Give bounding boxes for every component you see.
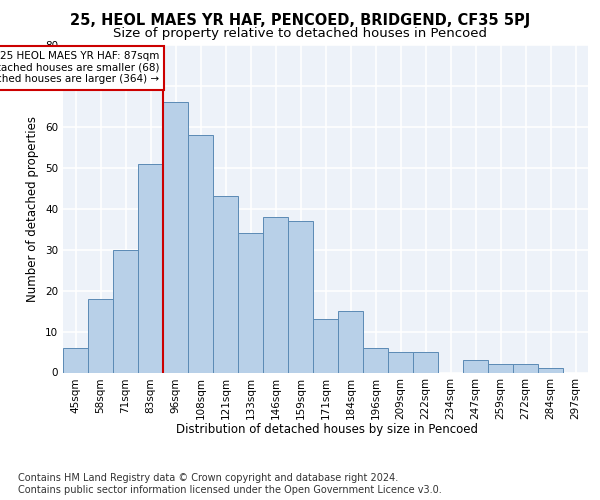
Text: Contains HM Land Registry data © Crown copyright and database right 2024.
Contai: Contains HM Land Registry data © Crown c… bbox=[18, 474, 442, 495]
Bar bbox=[113, 250, 138, 372]
Bar bbox=[363, 348, 388, 372]
Bar bbox=[163, 102, 188, 372]
Bar bbox=[63, 348, 88, 372]
Bar bbox=[538, 368, 563, 372]
Bar bbox=[88, 299, 113, 372]
Bar bbox=[338, 311, 363, 372]
Bar bbox=[188, 135, 213, 372]
Bar bbox=[388, 352, 413, 372]
Bar bbox=[413, 352, 438, 372]
Bar bbox=[313, 320, 338, 372]
Bar bbox=[238, 234, 263, 372]
Text: 25, HEOL MAES YR HAF, PENCOED, BRIDGEND, CF35 5PJ: 25, HEOL MAES YR HAF, PENCOED, BRIDGEND,… bbox=[70, 12, 530, 28]
Text: Size of property relative to detached houses in Pencoed: Size of property relative to detached ho… bbox=[113, 28, 487, 40]
Bar bbox=[213, 196, 238, 372]
Bar bbox=[288, 221, 313, 372]
Bar bbox=[488, 364, 513, 372]
Text: Distribution of detached houses by size in Pencoed: Distribution of detached houses by size … bbox=[176, 422, 478, 436]
Bar bbox=[138, 164, 163, 372]
Bar bbox=[463, 360, 488, 372]
Y-axis label: Number of detached properties: Number of detached properties bbox=[26, 116, 40, 302]
Text: 25 HEOL MAES YR HAF: 87sqm
← 16% of detached houses are smaller (68)
84% of semi: 25 HEOL MAES YR HAF: 87sqm ← 16% of deta… bbox=[0, 51, 159, 84]
Bar bbox=[513, 364, 538, 372]
Bar bbox=[263, 217, 288, 372]
